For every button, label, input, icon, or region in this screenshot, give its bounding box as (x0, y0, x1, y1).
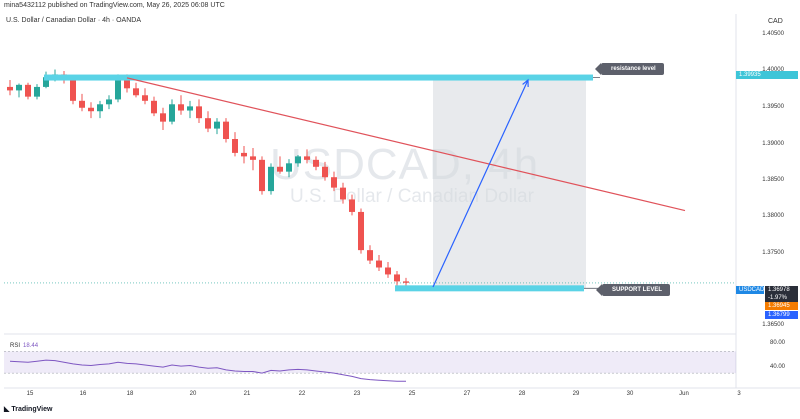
time-axis-label: 29 (572, 391, 580, 397)
trend-line (126, 77, 686, 212)
time-axis-label: 22 (298, 391, 306, 397)
symbol-title[interactable]: U.S. Dollar / Canadian Dollar · 4h · OAN… (6, 17, 141, 24)
price-axis-label: 1.39000 (762, 141, 784, 147)
time-axis-label: 23 (353, 391, 361, 397)
time-axis-label: 18 (126, 391, 134, 397)
projection-arrow-head (522, 78, 529, 87)
candle-body (205, 118, 211, 129)
rsi-band (4, 351, 736, 374)
time-axis-label: 15 (26, 391, 34, 397)
time-axis-label: 21 (243, 391, 251, 397)
projection-box (433, 77, 586, 289)
tradingview-logo-icon: ◣ (4, 406, 12, 413)
brand-name: TradingView (11, 406, 53, 413)
candle-body (43, 77, 49, 87)
resistance-zone (44, 74, 593, 81)
time-axis-label: 16 (79, 391, 87, 397)
ask-price-tag: 1.36799 (765, 311, 798, 319)
time-axis-label: Jun (679, 391, 689, 397)
price-axis-label: 1.36500 (762, 322, 784, 328)
tradingview-logo[interactable]: ◣ TradingView (4, 405, 52, 413)
time-axis-label: 28 (518, 391, 526, 397)
candle-body (178, 104, 184, 111)
rsi-level-label: 40.00 (770, 364, 786, 370)
candle-body (214, 121, 220, 129)
candle-body (286, 163, 292, 172)
time-axis-label: 25 (408, 391, 416, 397)
rsi-name: RSI (10, 343, 21, 349)
candle-body (268, 166, 274, 192)
candle-body (394, 274, 400, 282)
candle-body (277, 166, 283, 172)
support-level-label[interactable]: SUPPORT LEVEL (595, 284, 671, 296)
candle-body (331, 177, 337, 188)
candle-body (70, 79, 76, 101)
bid-price-tag: 1.36945 (765, 302, 798, 310)
candle-body (358, 211, 364, 251)
resistance-price-tag: 1.39935 (736, 71, 798, 79)
candle-body (16, 84, 22, 91)
price-axis-label: 1.39500 (762, 104, 784, 110)
candle-body (322, 166, 328, 178)
price-axis-label: 1.38500 (762, 177, 784, 183)
symbol-tag: USDCAD (736, 286, 764, 294)
rsi-value: 18.44 (23, 343, 39, 349)
candle-body (106, 99, 112, 105)
candle-body (340, 187, 346, 200)
candle-body (88, 107, 94, 112)
candle-body (349, 199, 355, 212)
support-zone (395, 285, 584, 292)
price-axis-label: 1.37500 (762, 250, 784, 256)
candle-body (223, 121, 229, 140)
candle-body (160, 113, 166, 122)
candle-body (376, 260, 382, 268)
price-axis-label: 1.38000 (762, 213, 784, 219)
price-axis-label: 1.40500 (762, 31, 784, 37)
publish-info: mina5432112 published on TradingView.com… (4, 2, 225, 9)
candle-body (133, 88, 139, 96)
candle-body (79, 100, 85, 108)
rsi-legend[interactable]: RSI 18.44 (10, 343, 38, 349)
candle-body (187, 106, 193, 111)
projection-arrow-line (432, 79, 529, 288)
price-axis-currency: CAD (768, 18, 783, 25)
candle-body (385, 267, 391, 275)
candle-body (151, 100, 157, 114)
candle-body (250, 156, 256, 160)
rsi-level-label: 80.00 (770, 340, 786, 346)
resistance-level-label[interactable]: resistance level (595, 63, 664, 75)
rsi-line (9, 359, 406, 382)
candle-body (124, 78, 130, 89)
candle-body (142, 95, 148, 101)
candle-body (115, 78, 121, 100)
candle-body (304, 156, 310, 160)
time-axis-label: 27 (463, 391, 471, 397)
candle-body (25, 84, 31, 97)
candle-body (196, 106, 202, 119)
change-tag: -1.97% (765, 294, 798, 302)
candle-body (403, 281, 409, 283)
candle-body (232, 139, 238, 153)
candle-body (34, 86, 40, 97)
candle-body (295, 156, 301, 164)
candle-body (97, 104, 103, 112)
candle-body (169, 104, 175, 122)
candle-body (7, 86, 13, 91)
candle-body (241, 152, 247, 157)
time-axis-label: 3 (737, 391, 741, 397)
price-axis-label: 1.40000 (762, 67, 784, 73)
last-price-tag: 1.36978 (765, 286, 798, 294)
time-axis-label: 20 (189, 391, 197, 397)
candle-body (367, 250, 373, 261)
time-axis-label: 30 (626, 391, 634, 397)
candle-body (259, 159, 265, 192)
candle-body (313, 159, 319, 167)
